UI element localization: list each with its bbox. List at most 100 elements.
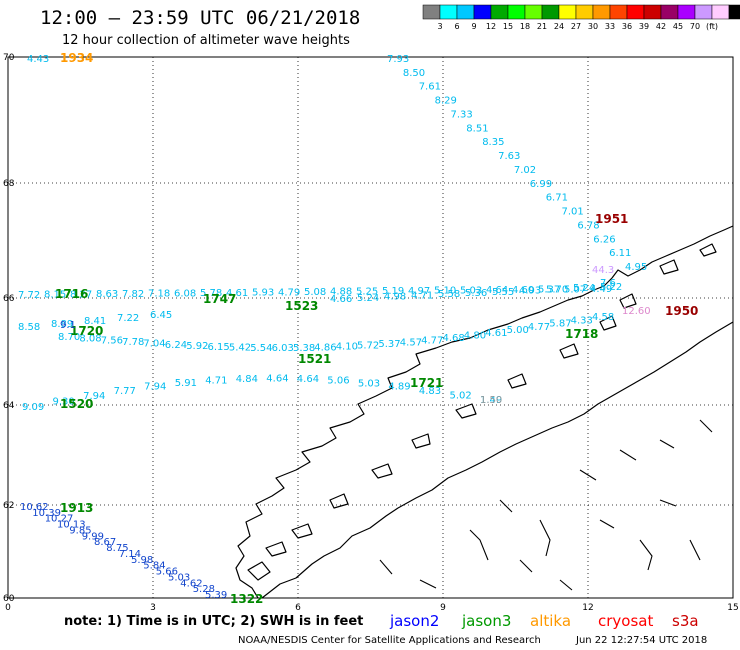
latitude-tick: 66 — [3, 294, 15, 304]
wave-height-label: 6.45 — [150, 310, 172, 321]
wave-height-label: 4.77 — [421, 335, 443, 346]
wave-height-label: 4.66 — [330, 294, 352, 305]
color-scale-tick: 45 — [673, 22, 683, 31]
satellite-legend-entry: cryosat — [598, 612, 653, 630]
color-scale-tick: 9 — [471, 22, 476, 31]
pass-time-label: 1520 — [60, 397, 93, 411]
wave-height-label: 6.15 — [208, 342, 230, 353]
color-swatch — [694, 4, 713, 20]
latitude-tick-labels: 70 68 66 64 62 60 — [3, 53, 15, 604]
wave-height-label: 8.50 — [403, 68, 425, 79]
wave-height-label: 4.60 — [512, 285, 534, 296]
longitude-tick: 3 — [150, 603, 156, 613]
wave-height-label: 8.35 — [482, 137, 504, 148]
wave-height-label: 6.24 — [165, 340, 187, 351]
wave-height-label: 4.57 — [400, 337, 422, 348]
wave-height-label: 4.33 — [571, 315, 593, 326]
pass-time-label: 1951 — [595, 212, 628, 226]
pass-time-label: 1521 — [298, 352, 331, 366]
wave-height-label: 4.68 — [443, 333, 465, 344]
color-swatch — [643, 4, 662, 20]
longitude-tick: 0 — [5, 603, 11, 613]
extra-wave-label: 4.43 — [27, 54, 49, 65]
satellite-legend-entry: jason3 — [461, 612, 511, 630]
wave-height-label: 7.72 — [18, 290, 40, 301]
wave-height-label: 5.55 — [492, 287, 514, 298]
wave-height-label: 5.92 — [186, 341, 208, 352]
pass-time-label: 1322 — [230, 592, 263, 606]
wave-height-label: 7.63 — [498, 151, 520, 162]
color-swatch — [439, 4, 458, 20]
pass-time-label: 1934 — [60, 51, 93, 65]
wave-height-label: 7.61 — [419, 82, 441, 93]
wave-height-label: 4.62 — [180, 578, 202, 589]
map-grid — [8, 57, 733, 598]
wave-height-label: 5.10 — [434, 286, 456, 297]
wave-height-label: 4.64 — [486, 285, 508, 296]
color-swatch — [456, 4, 475, 20]
wave-height-label: 5.70 — [546, 284, 568, 295]
inland-lakes — [379, 419, 713, 591]
color-scale-tick: 42 — [656, 22, 666, 31]
wave-height-label: 7.14 — [119, 549, 141, 560]
wave-height-label: 10.27 — [45, 514, 74, 525]
wave-height-label: 4.84 — [236, 374, 258, 385]
wave-height-label: 7.01 — [562, 207, 584, 218]
color-scale-tick: 36 — [622, 22, 632, 31]
wave-height-label: 7.18 — [148, 289, 170, 300]
color-swatch — [490, 4, 509, 20]
wave-height-label: 4.58 — [592, 312, 614, 323]
longitude-tick: 6 — [295, 603, 301, 613]
wave-height-label: 5.93 — [252, 288, 274, 299]
wave-height-label: 9.85 — [69, 526, 91, 537]
wave-height-label: 5.19 — [382, 286, 404, 297]
color-swatch — [728, 4, 740, 20]
wave-height-label: 7.82 — [122, 289, 144, 300]
color-swatch — [660, 4, 679, 20]
wave-height-label: 5.87 — [549, 319, 571, 330]
wave-height-label: 8.89 — [51, 319, 73, 330]
color-swatch — [575, 4, 594, 20]
wave-height-label: 8.75 — [106, 543, 128, 554]
wave-height-label: 6.99 — [530, 179, 552, 190]
wave-height-label: 4.95 — [625, 262, 647, 273]
wave-height-label: 4.64 — [297, 374, 319, 385]
color-scale-legend: 3 6 9 12 15 18 21 24 27 30 33 36 39 42 45 70 (ft) — [422, 4, 740, 31]
wave-height-label: 10.13 — [57, 520, 86, 531]
wave-height-label: 8.41 — [84, 316, 106, 327]
wave-height-label: 7.77 — [114, 386, 136, 397]
footer-note: note: 1) Time is in UTC; 2) SWH is in fe… — [64, 614, 363, 629]
wave-height-label: 7.93 — [387, 54, 409, 65]
pass-time-label: 1718 — [565, 327, 598, 341]
color-scale-tick: 12 — [486, 22, 496, 31]
wave-height-label: 8.15 — [44, 290, 66, 301]
page-title: 12:00 – 23:59 UTC 06/21/2018 — [40, 7, 360, 29]
map-frame — [7, 56, 734, 599]
pass-time-label: 1950 — [665, 304, 698, 318]
extra-wave-label: 7.6 — [600, 278, 616, 289]
wave-height-label: 4.10 — [336, 342, 358, 353]
wave-height-label: 5.42 — [229, 343, 251, 354]
wave-height-label: 4.49 — [590, 284, 612, 295]
wave-height-label: 4.93 — [519, 286, 541, 297]
color-scale-tick: 21 — [537, 22, 547, 31]
wave-height-label: 7.02 — [514, 165, 536, 176]
wave-height-label: 5.06 — [327, 376, 349, 387]
wave-height-label: 7.78 — [122, 337, 144, 348]
wave-height-label: 5.08 — [304, 287, 326, 298]
color-scale-tick: (ft) — [706, 22, 718, 31]
page-subtitle: 12 hour collection of altimeter wave hei… — [62, 33, 350, 48]
wave-height-label: 4.64 — [266, 373, 288, 384]
longitude-tick: 12 — [582, 603, 593, 613]
wave-height-label: 7.33 — [451, 110, 473, 121]
satellite-legend-entry: jason2 — [389, 612, 439, 630]
color-scale-tick: 3 — [437, 22, 442, 31]
pass-time-label: 1747 — [203, 292, 236, 306]
extra-wave-label: 9.1 — [60, 320, 76, 331]
wave-height-label: 4.98 — [384, 292, 406, 303]
wave-height-label: 5.03 — [168, 572, 190, 583]
wave-height-label: 5.38 — [293, 343, 315, 354]
generation-timestamp: Jun 22 12:27:54 UTC 2018 — [575, 635, 707, 646]
color-swatch — [541, 4, 560, 20]
